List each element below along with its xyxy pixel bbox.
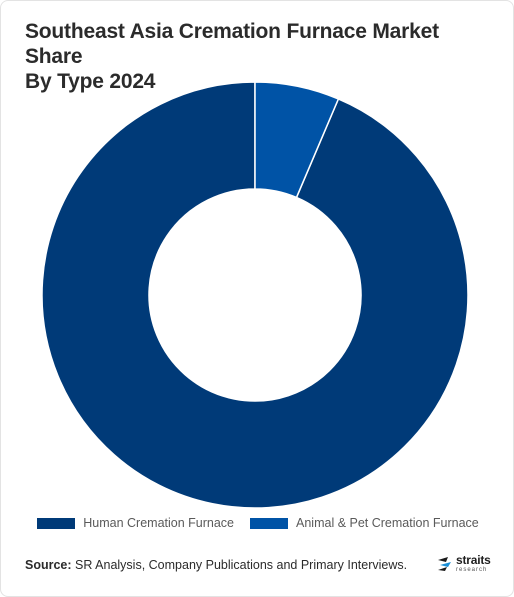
donut-chart	[41, 81, 469, 509]
donut-slice-animal-pet[interactable]	[254, 81, 340, 199]
legend-swatch-human	[37, 517, 76, 529]
straits-logo: straits research	[437, 554, 491, 573]
source-text: SR Analysis, Company Publications and Pr…	[71, 558, 408, 572]
chart-title-line-2: By Type 2024	[25, 70, 156, 93]
legend-label-animal-pet: Animal & Pet Cremation Furnace	[296, 516, 479, 530]
source-label: Source:	[25, 558, 72, 572]
logo-name: straits	[456, 553, 491, 567]
chart-title: Southeast Asia Cremation Furnace Market …	[25, 19, 495, 94]
chart-legend: Human Cremation Furnace Animal & Pet Cre…	[1, 516, 513, 530]
source-note: Source: SR Analysis, Company Publication…	[25, 558, 407, 572]
straits-logo-icon	[438, 556, 451, 571]
legend-item-animal-pet[interactable]: Animal & Pet Cremation Furnace	[250, 516, 479, 530]
legend-swatch-animal-pet	[250, 517, 289, 529]
legend-label-human: Human Cremation Furnace	[83, 516, 235, 530]
legend-item-human[interactable]: Human Cremation Furnace	[37, 516, 234, 530]
chart-title-line-1: Southeast Asia Cremation Furnace Market …	[25, 20, 439, 68]
donut-slice-human[interactable]	[41, 81, 469, 509]
logo-tagline: research	[456, 567, 488, 573]
donut-slices	[41, 81, 469, 509]
